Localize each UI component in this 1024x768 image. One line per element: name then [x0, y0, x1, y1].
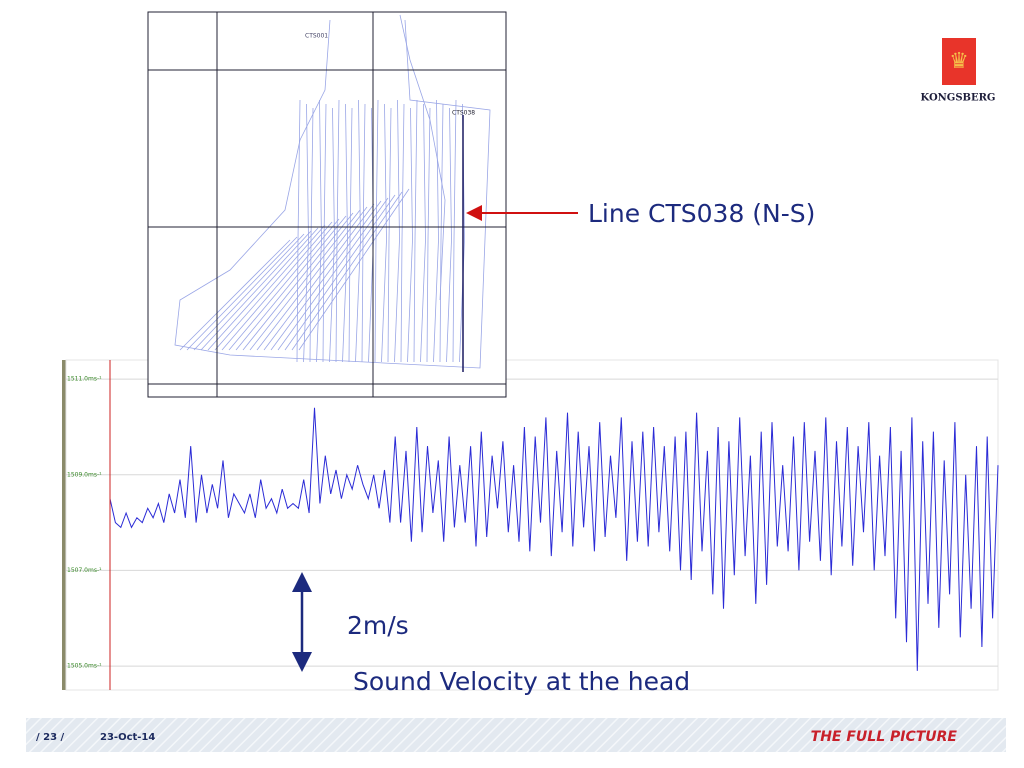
- logo-glyph: ♛: [949, 49, 969, 74]
- survey-line: [277, 197, 389, 351]
- survey-line: [335, 99, 340, 363]
- scale-label: 2m/s: [347, 611, 409, 640]
- tagline: THE FULL PICTURE: [811, 729, 958, 745]
- survey-line: [309, 107, 314, 363]
- survey-outline: [174, 19, 491, 369]
- survey-line: [394, 99, 400, 363]
- survey-line: [214, 224, 326, 351]
- survey-line: [249, 209, 361, 351]
- chart: 1511.0ms-¹ 1509.0ms-¹ 1507.0ms-¹ 1505.0ms-¹: [66, 376, 999, 671]
- survey-line: [452, 99, 457, 363]
- survey-line: [374, 99, 379, 363]
- map-frame: [147, 11, 507, 398]
- survey-map: CTS001 CTS038: [147, 11, 507, 398]
- survey-line: [207, 227, 319, 351]
- survey-line: [426, 107, 431, 363]
- y-tick-label: 1505.0ms-¹: [67, 663, 102, 670]
- survey-line: [355, 99, 361, 363]
- survey-line: [193, 233, 305, 351]
- survey-line: [228, 218, 340, 351]
- survey-line: [235, 215, 347, 351]
- map-label: CTS038: [452, 110, 475, 117]
- survey-outline: [399, 14, 446, 301]
- survey-line: [348, 107, 353, 363]
- survey-line: [439, 103, 444, 363]
- survey-line: [400, 103, 405, 363]
- survey-line: [322, 103, 327, 363]
- survey-line: [284, 194, 396, 351]
- y-tick-label: 1507.0ms-¹: [67, 567, 102, 574]
- survey-line: [186, 236, 298, 351]
- survey-line: [256, 206, 368, 351]
- survey-line: [387, 107, 392, 363]
- annotation: Line CTS038 (N-S): [588, 199, 815, 228]
- plot-frame: [65, 359, 999, 691]
- survey-line: [270, 200, 382, 351]
- survey-line: [433, 99, 439, 363]
- survey-line: [263, 203, 375, 351]
- logo-mark: [942, 38, 976, 85]
- y-tick-label: 1511.0ms-¹: [67, 376, 102, 383]
- survey-line: [381, 103, 387, 363]
- series-line: [109, 407, 999, 671]
- survey-line: [420, 103, 426, 363]
- caption: Sound Velocity at the head: [353, 667, 690, 696]
- y-tick-label: 1509.0ms-¹: [67, 471, 102, 478]
- survey-line: [291, 191, 403, 351]
- survey-line: [446, 107, 452, 363]
- survey-line: [200, 230, 312, 351]
- survey-line: [342, 103, 348, 363]
- footer-band: [26, 718, 1006, 752]
- map-label: CTS001: [305, 33, 328, 40]
- axis-bar: [62, 360, 66, 690]
- survey-line: [329, 107, 335, 363]
- page-number: / 23 /: [36, 732, 65, 743]
- survey-line: [221, 221, 333, 351]
- survey-line: [179, 239, 291, 351]
- survey-line: [407, 107, 413, 363]
- date: 23-Oct-14: [100, 732, 155, 743]
- survey-line: [242, 212, 354, 351]
- survey-line: [413, 99, 418, 363]
- survey-line: [298, 188, 410, 351]
- logo-text: KONGSBERG: [921, 93, 996, 104]
